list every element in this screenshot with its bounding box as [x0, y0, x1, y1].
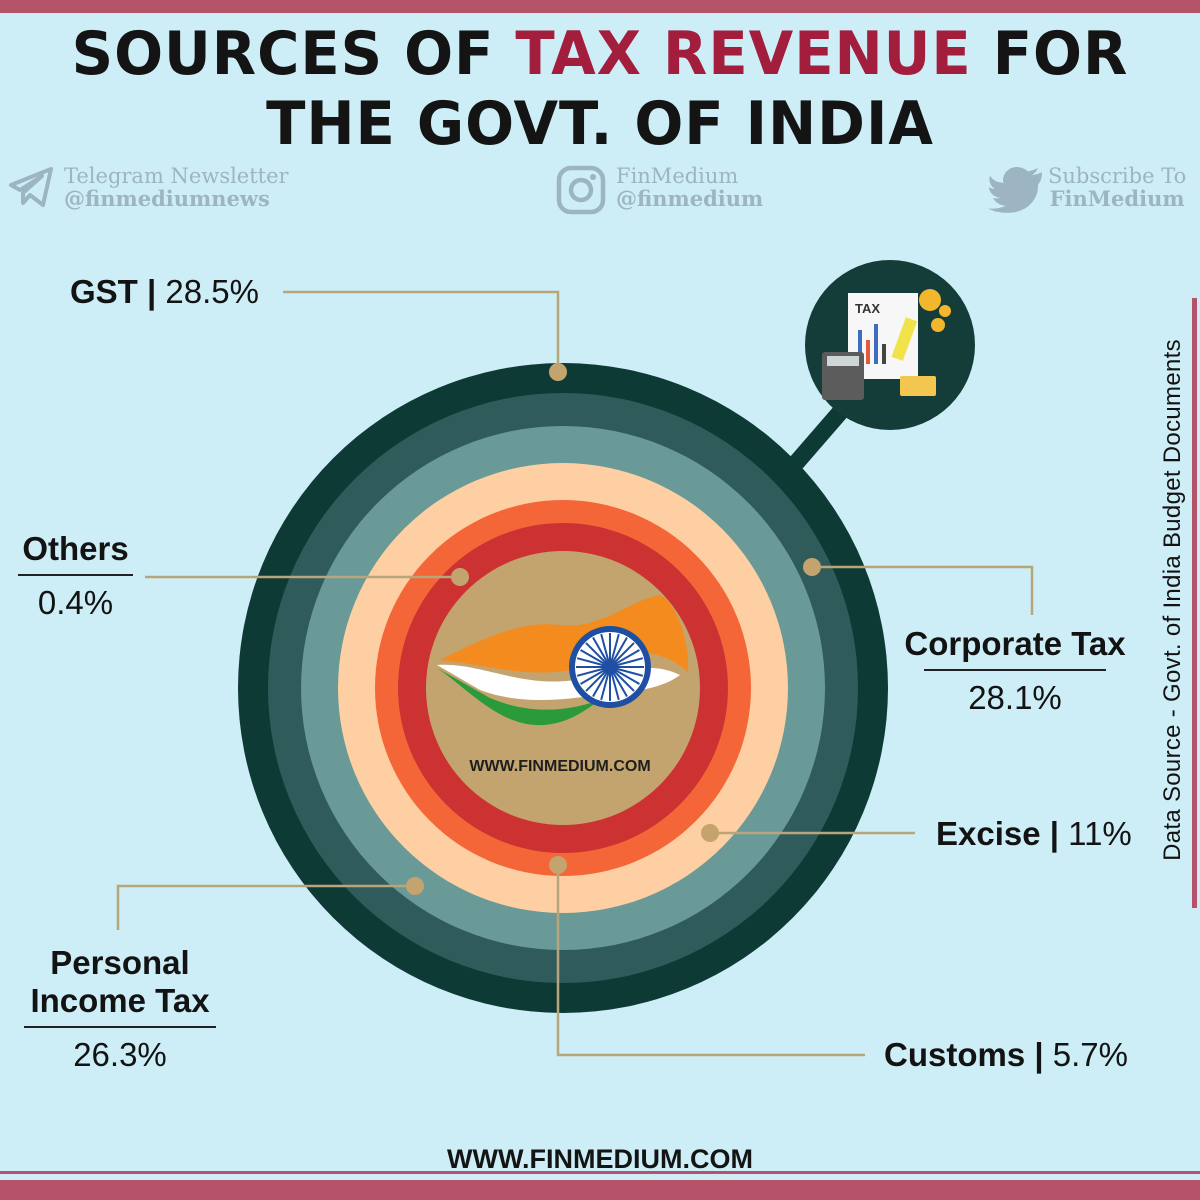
flag-green: [437, 668, 605, 726]
instagram-icon: [556, 165, 606, 215]
dot-others: [451, 568, 469, 586]
tax-documents-icon: TAX: [805, 260, 975, 430]
page-title-line2: THE GOVT. OF INDIA: [266, 89, 934, 159]
leader-personal: [116, 884, 415, 930]
twitter-promo[interactable]: Subscribe To FinMedium: [988, 165, 1186, 213]
badge-coin-1: [919, 289, 941, 311]
badge-bar-3: [874, 324, 878, 364]
instagram-promo[interactable]: FinMedium @finmedium: [556, 165, 763, 215]
badge-coin-2: [939, 305, 951, 317]
india-flag-chakra-icon: [437, 595, 689, 726]
leader-lines: [116, 290, 1034, 1057]
leader-customs: [556, 865, 865, 1057]
source-note: Data Source - Govt. of India Budget Docu…: [1159, 339, 1186, 861]
label-customs: Customs | 5.7%: [884, 1036, 1128, 1073]
title-accent: TAX REVENUE: [515, 19, 972, 89]
badge-text: TAX: [855, 301, 880, 316]
telegram-icon: [9, 167, 53, 207]
source-note-bar: [1192, 298, 1197, 908]
badge-bar-4: [882, 344, 886, 364]
badge-highlighter: [891, 317, 918, 361]
leader-gst: [283, 290, 560, 372]
leader-dots: [406, 363, 821, 895]
twitter-icon: [988, 167, 1042, 213]
leader-corporate: [812, 565, 1034, 615]
dot-gst: [549, 363, 567, 381]
badge-card: [900, 376, 936, 396]
badge-coin-3: [931, 318, 945, 332]
dot-corporate: [803, 558, 821, 576]
dot-customs: [549, 856, 567, 874]
center-site-label: WWW.FINMEDIUM.COM: [469, 758, 651, 775]
page-title: SOURCES OF TAX REVENUE FOR: [71, 19, 1129, 89]
badge-bar-2: [866, 340, 870, 364]
dot-excise: [701, 824, 719, 842]
label-others: Others 0.4%: [18, 530, 133, 622]
bottom-band: [0, 1171, 1200, 1200]
footer-site: WWW.FINMEDIUM.COM: [447, 1144, 753, 1174]
label-corporate-tax: Corporate Tax 28.1%: [904, 625, 1126, 716]
chakra-hub: [604, 661, 616, 673]
label-excise: Excise | 11%: [936, 815, 1132, 852]
top-band: [0, 0, 1200, 13]
label-personal-income-tax: Personal Income Tax 26.3%: [24, 944, 216, 1074]
label-gst: GST | 28.5%: [70, 273, 259, 310]
dot-personal: [406, 877, 424, 895]
telegram-promo[interactable]: Telegram Newsletter @finmediumnews: [8, 165, 289, 211]
badge-calculator-screen: [827, 356, 859, 366]
badge-bar-1: [858, 330, 862, 364]
